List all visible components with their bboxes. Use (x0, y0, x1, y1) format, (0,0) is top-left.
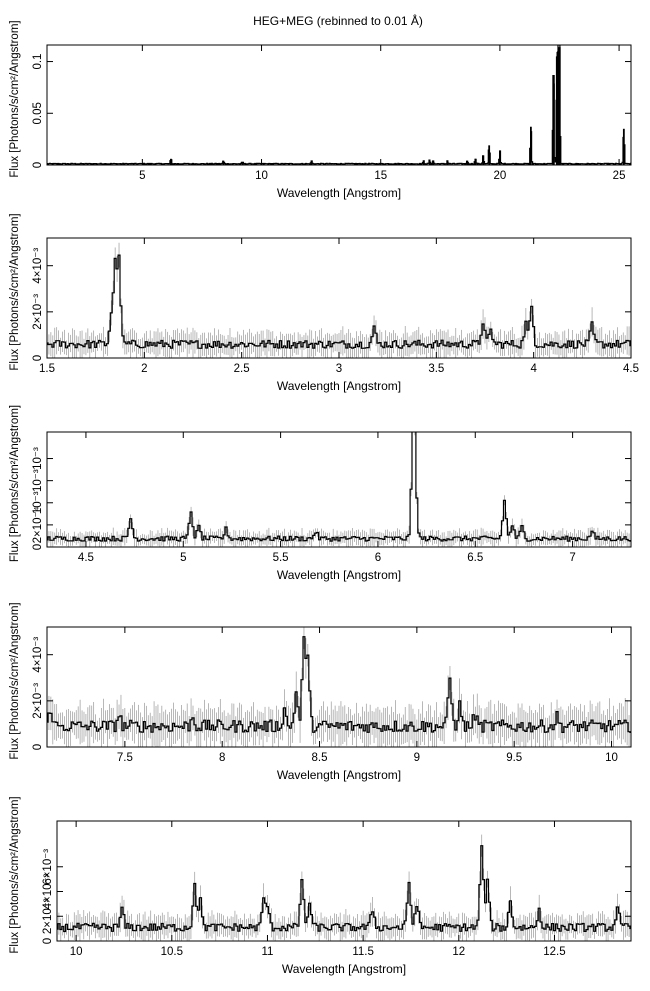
y-tick-label: 0.05 (32, 102, 44, 124)
x-tick-label: 7 (569, 552, 575, 564)
spectrum-panel-2: 1.5 2 2.5 3 3.5 4 4.5 0 2×10⁻³ 4×10⁻³ Wavelength [… (9, 213, 639, 393)
x-tick-label: 9 (414, 752, 420, 764)
spectrum-panel-4: 7.5 8 8.5 9 9.5 10 0 2×10⁻³ 4×10⁻³ Wavelength [An… (9, 602, 632, 782)
y-tick-label: 4×10⁻³ (32, 637, 44, 673)
plot-frame (56, 820, 632, 942)
x-tick-label: 25 (613, 170, 626, 182)
spectrum-line (47, 254, 631, 349)
x-axis-label: Wavelength [Angstrom] (282, 962, 406, 976)
plot-frame (46, 626, 632, 748)
y-tick-label: 6×10⁻³ (42, 849, 54, 885)
y-tick-label: 4×10⁻³ (32, 248, 44, 284)
x-tick-label: 4.5 (623, 363, 639, 375)
spectrum-panel-5: 10 10.5 11 11.5 12 12.5 0 2×10⁻³4×10⁻³6×10⁻³ Wav… (9, 796, 632, 976)
y-tick-label: 2×10⁻⁴ (32, 506, 44, 543)
y-tick-label: 2×10⁻³ (32, 683, 44, 719)
x-axis-label: Wavelength [Angstrom] (277, 186, 401, 200)
x-tick-label: 11.5 (352, 946, 374, 958)
x-tick-label: 3.5 (428, 363, 444, 375)
x-tick-label: 2 (141, 363, 147, 375)
x-axis-label: Wavelength [Angstrom] (277, 568, 401, 582)
y-tick-label: 0 (42, 938, 54, 944)
x-tick-label: 15 (374, 170, 387, 182)
x-tick-label: 10 (605, 752, 618, 764)
y-axis-label: Flux [Photons/s/cm²/Angstrom] (9, 20, 21, 177)
x-tick-label: 3 (336, 363, 342, 375)
error-bars (57, 834, 631, 941)
x-tick-label: 2.5 (234, 363, 250, 375)
y-tick-label: 0 (32, 162, 44, 168)
plot-frame (46, 431, 632, 548)
spectrum-line (47, 636, 631, 733)
y-tick-label: 2×10⁻³ (32, 294, 44, 330)
x-tick-label: 10 (70, 946, 83, 958)
y-axis-label: Flux [Photons/s/cm²/Angstrom] (9, 213, 21, 370)
x-tick-label: 5.5 (273, 552, 289, 564)
x-tick-label: 7.5 (117, 752, 133, 764)
figure-title: HEG+MEG (rebinned to 0.01 Å) (253, 13, 423, 28)
x-tick-label: 12 (452, 946, 465, 958)
x-tick-label: 6.5 (467, 552, 483, 564)
x-tick-label: 9.5 (506, 752, 522, 764)
x-tick-label: 10.5 (161, 946, 183, 958)
y-tick-label: 0 (32, 744, 44, 750)
x-tick-label: 5 (139, 170, 145, 182)
y-tick-label: 10⁻³ (32, 491, 44, 514)
y-axis-label: Flux [Photons/s/cm²/Angstrom] (9, 796, 21, 953)
x-tick-label: 11 (261, 946, 273, 958)
x-axis-label: Wavelength [Angstrom] (277, 768, 401, 782)
x-tick-label: 10 (255, 170, 268, 182)
y-tick-label: 0.1 (32, 54, 44, 70)
y-axis-label: Flux [Photons/s/cm²/Angstrom] (9, 405, 21, 562)
y-tick-label: 0 (32, 355, 44, 361)
spectrum-panel-1: 5 10 15 20 25 0 0.05 0.1 Wavelength [Angstrom] Fl… (9, 20, 632, 200)
x-tick-label: 1.5 (39, 363, 55, 375)
y-tick-label: 2×10⁻³ (42, 898, 54, 934)
error-bars (47, 627, 631, 747)
x-tick-label: 12.5 (543, 946, 565, 958)
spectrum-line (57, 845, 631, 933)
x-tick-label: 20 (493, 170, 506, 182)
x-tick-label: 4 (530, 363, 537, 375)
spectrum-panel-3: 4.5 5 5.5 6 6.5 702×10⁻⁴10⁻³10⁻³10⁻³Wavelengt… (9, 405, 632, 582)
x-tick-label: 8.5 (312, 752, 328, 764)
x-tick-label: 5 (180, 552, 186, 564)
y-axis-label: Flux [Photons/s/cm²/Angstrom] (9, 602, 21, 759)
y-tick-label: 10⁻³ (32, 447, 44, 470)
y-tick-label: 10⁻³ (32, 469, 44, 492)
spectrum-line (47, 45, 631, 165)
x-tick-label: 6 (375, 552, 381, 564)
spectrum-line (47, 432, 631, 542)
y-tick-label: 4×10⁻³ (42, 873, 54, 909)
error-bars (47, 432, 631, 547)
x-tick-label: 8 (219, 752, 225, 764)
x-tick-label: 4.5 (78, 552, 94, 564)
x-axis-label: Wavelength [Angstrom] (277, 379, 401, 393)
plot-frame (46, 44, 632, 166)
y-tick-label: 0 (32, 544, 44, 550)
